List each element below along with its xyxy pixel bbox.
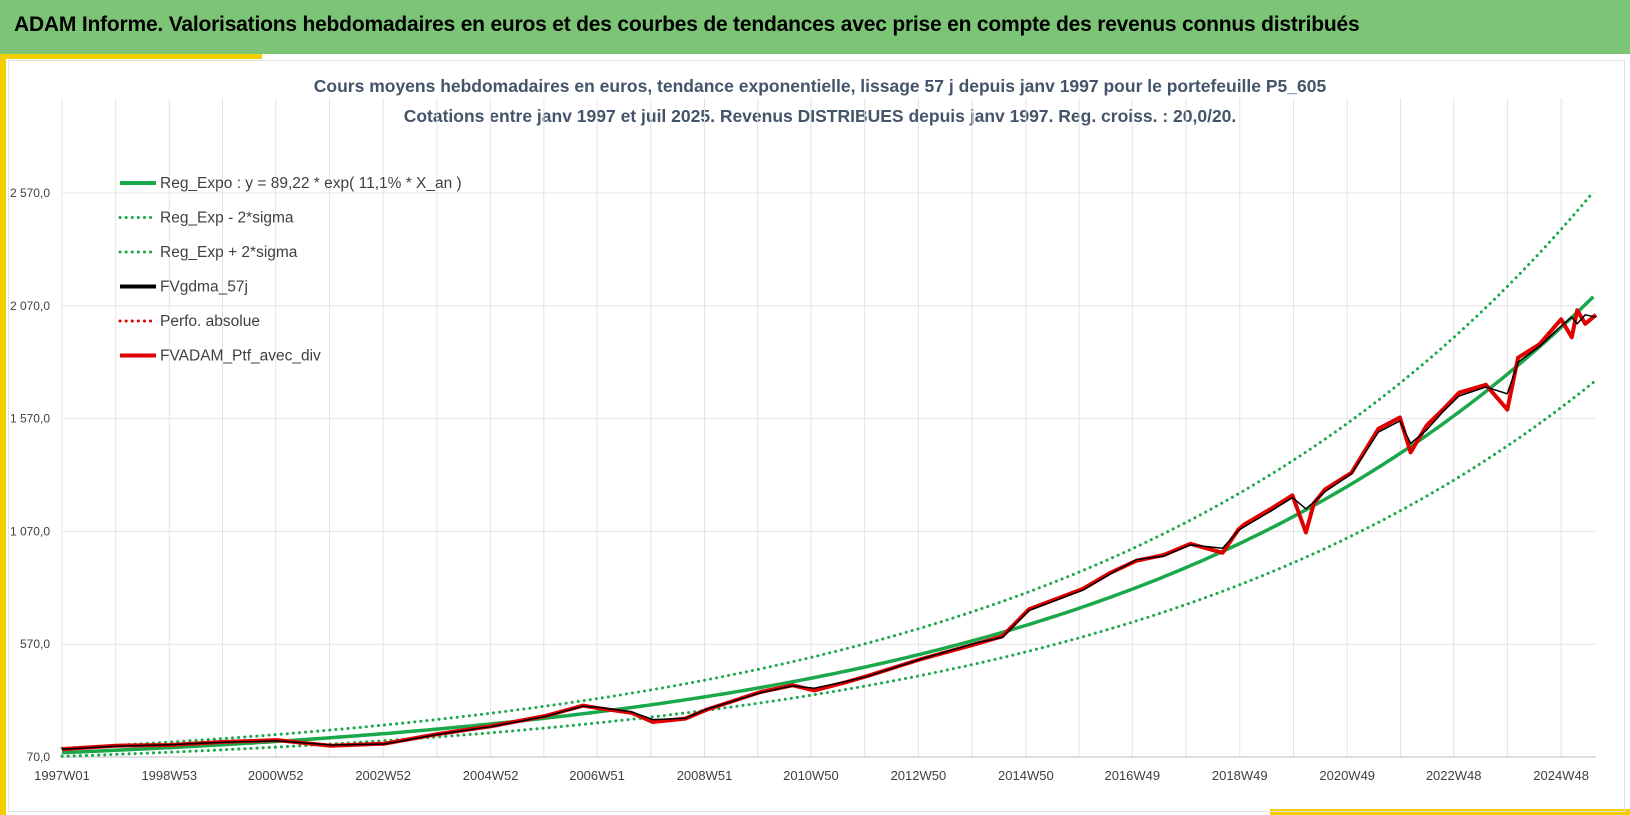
y-tick-label: 2 070,0 [10, 299, 50, 313]
legend: Reg_Expo : y = 89,22 * exp( 11,1% * X_an… [118, 175, 462, 365]
x-tick-label: 2006W51 [569, 768, 625, 783]
accent-bar-left [0, 54, 6, 815]
x-tick-label: 2020W49 [1319, 768, 1375, 783]
y-tick-label: 1 070,0 [10, 524, 50, 538]
x-tick-label: 2004W52 [463, 768, 519, 783]
series-fvgdma-57j [61, 314, 1597, 751]
legend-label: Reg_Exp - 2*sigma [160, 210, 294, 227]
y-axis: 70,0 570,0 1 070,0 1 570,0 2 070,0 2 570,0 [10, 186, 50, 764]
x-tick-label: 1997W01 [34, 768, 90, 783]
grid [61, 98, 1596, 758]
legend-item: Perfo. absolue [118, 313, 260, 330]
plot-area [60, 190, 1598, 758]
legend-label: Reg_Exp + 2*sigma [160, 244, 298, 261]
x-tick-label: 2000W52 [248, 768, 304, 783]
x-tick-label: 2010W50 [783, 768, 839, 783]
x-tick-label: 2002W52 [355, 768, 411, 783]
legend-item: FVADAM_Ptf_avec_div [120, 348, 321, 365]
series-fvadam-ptf-avec-div [61, 308, 1598, 752]
x-tick-label: 2018W49 [1212, 768, 1268, 783]
accent-bar-bottom [1270, 809, 1630, 815]
y-tick-label: 570,0 [20, 637, 50, 651]
legend-item: FVgdma_57j [120, 279, 248, 296]
legend-label: FVgdma_57j [160, 279, 248, 296]
legend-item: Reg_Exp + 2*sigma [118, 244, 298, 261]
chart-subtitle: Cotations entre janv 1997 et juil 2025. … [404, 106, 1237, 126]
y-tick-label: 1 570,0 [10, 412, 50, 426]
x-tick-label: 2008W51 [677, 768, 733, 783]
x-tick-label: 2016W49 [1104, 768, 1160, 783]
x-tick-label: 1998W53 [141, 768, 197, 783]
series-reg-exp-plus-2sigma [60, 190, 1595, 750]
legend-item: Reg_Expo : y = 89,22 * exp( 11,1% * X_an… [120, 175, 462, 192]
x-tick-label: 2024W48 [1533, 768, 1589, 783]
legend-label: Reg_Expo : y = 89,22 * exp( 11,1% * X_an… [160, 175, 462, 192]
series-reg-exp-minus-2sigma [60, 380, 1595, 758]
chart-title: Cours moyens hebdomadaires en euros, ten… [314, 76, 1327, 96]
legend-label: FVADAM_Ptf_avec_div [160, 348, 321, 365]
legend-item: Reg_Exp - 2*sigma [118, 210, 294, 227]
accent-bar-top [0, 54, 262, 59]
y-tick-label: 2 570,0 [10, 186, 50, 200]
x-tick-label: 2022W48 [1426, 768, 1482, 783]
legend-label: Perfo. absolue [160, 313, 260, 330]
header-bar: ADAM Informe. Valorisations hebdomadaire… [0, 0, 1630, 54]
x-tick-label: 2012W50 [891, 768, 947, 783]
chart-frame [8, 60, 1625, 812]
page-title: ADAM Informe. Valorisations hebdomadaire… [14, 13, 1360, 36]
y-tick-label: 70,0 [27, 750, 51, 764]
x-tick-label: 2014W50 [998, 768, 1054, 783]
series-reg-expo [61, 295, 1595, 755]
x-axis: 1997W01 1998W53 2000W52 2002W52 2004W52 2006W… [34, 768, 1589, 783]
